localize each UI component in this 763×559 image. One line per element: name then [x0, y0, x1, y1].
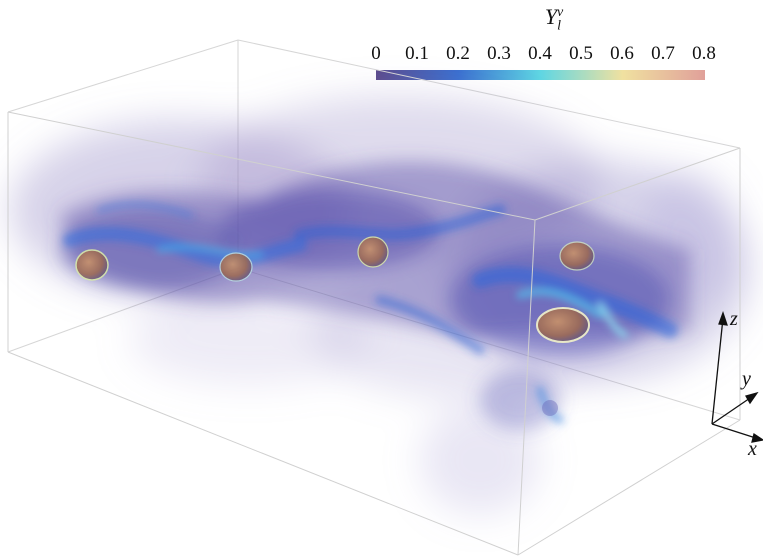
droplet	[219, 252, 253, 282]
domain-box-front	[7, 111, 741, 556]
droplet	[357, 236, 389, 268]
colorbar-tick: 0.6	[610, 43, 634, 64]
colorbar-tick: 0.2	[446, 43, 470, 64]
droplets	[75, 236, 595, 416]
droplet	[542, 400, 558, 416]
y-axis-label: y	[742, 368, 751, 390]
droplet	[536, 307, 590, 343]
z-axis-label: z	[730, 308, 738, 330]
colorbar-var-sup: v	[556, 4, 564, 20]
axis-triad	[711, 311, 763, 443]
colorbar-tick: 0.7	[651, 43, 675, 64]
colorbar-tick: 0	[371, 43, 381, 64]
colorbar-title: Ylv	[514, 4, 594, 34]
droplet	[559, 241, 595, 271]
z-axis-arrow	[711, 317, 724, 425]
colorbar-var-sub: l	[557, 18, 561, 34]
x-axis-label: x	[748, 438, 757, 460]
colorbar-tick-labels: 0 0.1 0.2 0.3 0.4 0.5 0.6 0.7 0.8	[364, 43, 730, 64]
colorbar-tick: 0.4	[528, 43, 552, 64]
colorbar-var-base: Y	[544, 4, 558, 29]
colorbar-gradient	[376, 70, 705, 80]
vapor-filaments-blue	[63, 201, 678, 424]
colorbar-tick: 0.1	[405, 43, 429, 64]
colorbar-tick: 0.5	[569, 43, 593, 64]
y-axis-arrow	[711, 395, 754, 425]
colorbar-tick: 0.8	[692, 43, 716, 64]
droplet	[75, 249, 109, 281]
colorbar-tick: 0.3	[487, 43, 511, 64]
